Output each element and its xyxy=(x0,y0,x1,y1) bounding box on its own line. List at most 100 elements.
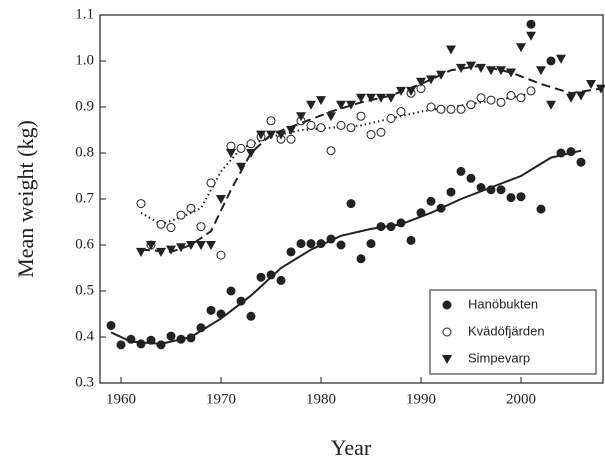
point xyxy=(166,331,176,341)
point xyxy=(256,272,266,282)
point xyxy=(176,243,186,253)
point xyxy=(366,93,376,103)
y-tick-label: 0.5 xyxy=(75,282,94,298)
point xyxy=(486,95,496,105)
point xyxy=(326,146,336,156)
point xyxy=(496,185,506,195)
point xyxy=(336,120,346,130)
point xyxy=(506,91,516,100)
point xyxy=(186,333,196,343)
x-tick-label: 1970 xyxy=(206,391,236,407)
point xyxy=(156,340,166,350)
point xyxy=(446,45,456,55)
point xyxy=(296,239,306,249)
legend-label: Simpevarp xyxy=(468,350,530,365)
legend-marker xyxy=(442,327,452,337)
point xyxy=(216,195,226,204)
point xyxy=(146,241,156,250)
point xyxy=(496,66,506,76)
x-tick-label: 1960 xyxy=(106,391,136,407)
point xyxy=(236,162,246,172)
point xyxy=(136,247,146,257)
point xyxy=(346,123,356,133)
point xyxy=(516,43,526,53)
point xyxy=(106,321,116,330)
legend-label: Kvädöfjärden xyxy=(468,323,545,338)
point xyxy=(586,80,596,89)
point xyxy=(196,323,206,333)
point xyxy=(366,130,376,140)
point xyxy=(406,86,416,96)
point xyxy=(466,61,476,71)
legend-box xyxy=(429,289,597,375)
point xyxy=(156,247,166,257)
point xyxy=(316,123,326,133)
point xyxy=(256,130,266,140)
point xyxy=(566,93,576,103)
point xyxy=(206,305,216,315)
point xyxy=(266,130,276,140)
point xyxy=(466,100,476,110)
point xyxy=(306,239,316,249)
point xyxy=(416,208,426,218)
y-tick-label: 0.4 xyxy=(75,328,94,344)
point xyxy=(446,104,456,114)
point xyxy=(246,139,256,149)
point xyxy=(576,157,586,167)
point xyxy=(486,185,496,195)
point xyxy=(546,56,556,66)
point xyxy=(486,66,496,76)
point xyxy=(576,91,586,101)
y-tick-label: 0.6 xyxy=(75,236,94,252)
y-tick-label: 0.9 xyxy=(75,98,94,114)
point xyxy=(116,340,126,350)
y-tick-label: 1.0 xyxy=(75,52,94,68)
point xyxy=(156,219,166,229)
point xyxy=(186,203,196,213)
point xyxy=(456,104,466,114)
y-tick-label: 0.3 xyxy=(75,374,94,390)
point xyxy=(516,93,526,103)
point xyxy=(276,130,286,140)
point xyxy=(296,112,306,122)
point xyxy=(206,178,216,188)
point xyxy=(426,196,436,206)
point xyxy=(316,96,326,106)
point xyxy=(476,183,486,192)
point xyxy=(526,86,536,96)
point xyxy=(446,187,456,197)
point xyxy=(476,63,486,73)
point xyxy=(136,199,146,209)
point xyxy=(196,241,206,250)
point xyxy=(376,127,386,137)
point xyxy=(196,222,206,232)
point xyxy=(566,147,576,157)
point xyxy=(186,241,196,250)
point xyxy=(356,111,366,121)
y-tick-label: 0.7 xyxy=(75,190,94,206)
point xyxy=(556,148,566,158)
point xyxy=(286,247,296,257)
point xyxy=(406,235,416,245)
point xyxy=(476,93,486,103)
point xyxy=(596,84,605,94)
point xyxy=(246,311,256,321)
fit-line xyxy=(140,64,602,253)
legend-marker xyxy=(442,355,452,364)
point xyxy=(136,339,146,349)
point xyxy=(396,107,406,117)
point xyxy=(286,134,296,144)
point xyxy=(376,93,386,103)
x-tick-label: 1990 xyxy=(406,391,436,407)
fit-line xyxy=(140,92,532,226)
point xyxy=(426,75,436,85)
point xyxy=(246,149,256,158)
point xyxy=(236,296,246,306)
point xyxy=(356,93,366,103)
point xyxy=(206,241,216,250)
point xyxy=(176,210,186,220)
point xyxy=(346,100,356,110)
point xyxy=(126,334,136,344)
point xyxy=(426,102,436,112)
